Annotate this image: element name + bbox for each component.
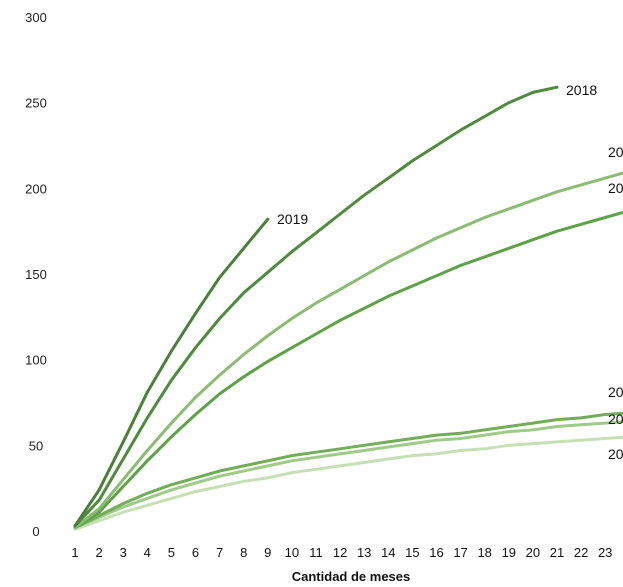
- x-tick-label: 22: [574, 545, 588, 560]
- x-tick-label: 7: [216, 545, 223, 560]
- series-line-4: [73, 411, 623, 530]
- x-tick-label: 9: [264, 545, 271, 560]
- x-tick-label: 4: [144, 545, 151, 560]
- series-line-3: [73, 210, 623, 530]
- x-tick-label: 8: [240, 545, 247, 560]
- y-tick-label: 0: [32, 524, 39, 539]
- series-label-1: 2018: [566, 82, 597, 98]
- series-label-5: 20: [608, 411, 623, 427]
- series-labels: 2019 2018 20 20 20 20 20: [277, 82, 623, 462]
- x-tick-label: 18: [477, 545, 491, 560]
- x-tick-label: 19: [502, 545, 516, 560]
- x-tick-label: 6: [192, 545, 199, 560]
- series-lines: [73, 85, 623, 531]
- series-label-4: 20: [608, 384, 623, 400]
- series-line-5: [73, 420, 623, 530]
- x-tick-label: 12: [333, 545, 347, 560]
- x-tick-label: 17: [453, 545, 467, 560]
- x-tick-label: 3: [120, 545, 127, 560]
- series-line-6: [73, 435, 623, 531]
- x-tick-label: 1: [71, 545, 78, 560]
- y-tick-label: 50: [29, 438, 43, 453]
- series-line-0: [73, 217, 270, 528]
- series-line-2: [73, 171, 623, 530]
- y-tick-label: 100: [25, 353, 47, 368]
- series-label-2: 20: [608, 144, 623, 160]
- x-axis-title: Cantidad de meses: [292, 569, 411, 584]
- x-tick-label: 23: [598, 545, 612, 560]
- x-tick-label: 14: [381, 545, 395, 560]
- x-tick-label: 15: [405, 545, 419, 560]
- y-tick-label: 150: [25, 267, 47, 282]
- x-tick-label: 2: [95, 545, 102, 560]
- y-tick-label: 200: [25, 181, 47, 196]
- series-label-6: 20: [608, 446, 623, 462]
- x-tick-label: 13: [357, 545, 371, 560]
- y-tick-label: 250: [25, 96, 47, 111]
- series-label-3: 20: [608, 180, 623, 196]
- x-tick-label: 5: [168, 545, 175, 560]
- x-tick-label: 11: [309, 545, 323, 560]
- series-line-1: [73, 85, 559, 528]
- y-axis: 0 50 100 150 200 250 300: [25, 10, 47, 539]
- y-tick-label: 300: [25, 10, 47, 25]
- x-tick-label: 21: [550, 545, 564, 560]
- x-tick-label: 20: [526, 545, 540, 560]
- series-label-0: 2019: [277, 211, 308, 227]
- x-tick-label: 10: [285, 545, 299, 560]
- x-tick-label: 16: [429, 545, 443, 560]
